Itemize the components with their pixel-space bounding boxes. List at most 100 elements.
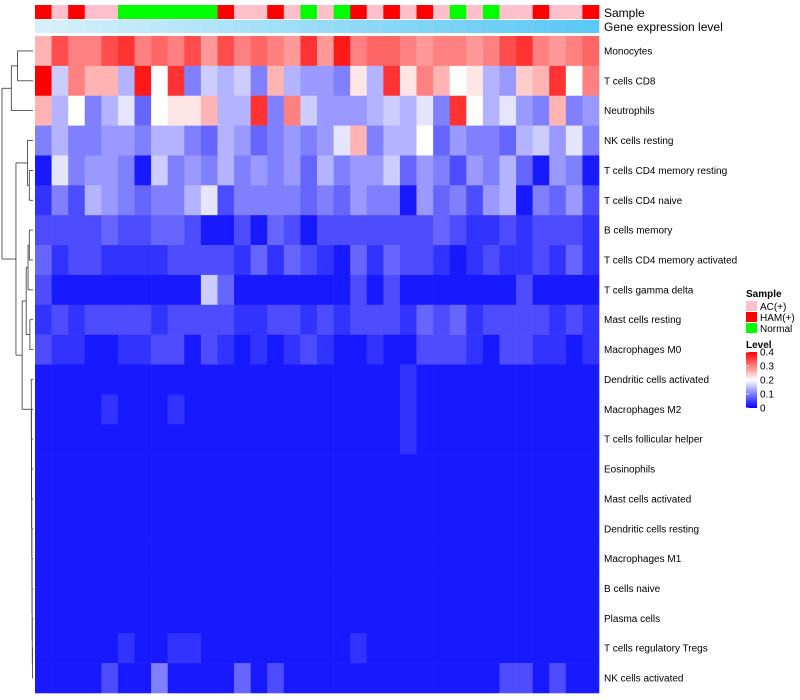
heatmap-cell <box>433 483 451 515</box>
heatmap-cell <box>267 633 285 664</box>
heatmap-cell <box>516 394 533 425</box>
heatmap-cell <box>333 274 351 306</box>
heatmap-cell <box>350 185 368 216</box>
heatmap-cell <box>532 95 550 126</box>
heatmap-cell <box>84 334 102 365</box>
heatmap-cell <box>499 36 517 67</box>
heatmap-cell <box>582 633 600 664</box>
heatmap-cell <box>167 245 185 276</box>
heatmap-cell <box>399 364 417 395</box>
heatmap-cell <box>267 155 285 186</box>
heatmap-cell <box>317 185 334 216</box>
heatmap-cell <box>101 394 119 425</box>
legend-label: HAM(+) <box>760 313 795 324</box>
heatmap-cell <box>516 95 533 126</box>
heatmap-cell <box>383 125 401 156</box>
sample-cell <box>549 5 567 19</box>
row-label: Mast cells activated <box>604 494 691 505</box>
heatmap-cell <box>117 274 135 306</box>
legend-swatch <box>746 323 757 333</box>
heatmap-cell <box>499 95 517 126</box>
heatmap-cell <box>134 394 152 425</box>
heatmap-cell <box>449 573 467 604</box>
heatmap-cell <box>117 663 135 694</box>
heatmap-cell <box>416 36 434 67</box>
heatmap-cell <box>300 185 318 216</box>
heatmap-cell <box>300 155 318 186</box>
heatmap-cell <box>217 36 235 67</box>
heatmap-cell <box>234 394 251 425</box>
heatmap-cell <box>250 125 268 156</box>
heatmap-cell <box>416 454 434 485</box>
heatmap-cell <box>217 633 235 664</box>
heatmap-cell <box>217 454 235 485</box>
sample-cell <box>35 5 52 19</box>
heatmap-cell <box>184 245 202 276</box>
heatmap-cell <box>317 394 334 425</box>
heatmap-cell <box>68 394 86 425</box>
heatmap-cell <box>51 36 69 67</box>
expression-track-cell <box>433 20 451 33</box>
heatmap-cell <box>516 215 533 246</box>
heatmap-cell <box>217 304 235 335</box>
heatmap-cell <box>549 483 567 515</box>
heatmap-cell <box>549 364 567 395</box>
heatmap-cell <box>250 543 268 574</box>
heatmap-cell <box>582 334 600 365</box>
heatmap-cell <box>300 513 318 544</box>
row-label: B cells memory <box>604 226 672 237</box>
heatmap-cell <box>317 513 334 544</box>
heatmap-cell <box>549 573 567 604</box>
heatmap-cell <box>549 513 567 544</box>
heatmap-cell <box>101 304 119 335</box>
heatmap-cell <box>499 603 517 634</box>
expression-track-cell <box>84 20 102 33</box>
heatmap-cell <box>582 454 600 485</box>
heatmap-cell <box>366 543 384 574</box>
heatmap-cell <box>317 155 334 186</box>
heatmap-cell <box>234 245 251 276</box>
heatmap-cell <box>416 603 434 634</box>
heatmap-cell <box>35 185 52 216</box>
heatmap-cell <box>151 663 169 694</box>
heatmap-cell <box>482 603 500 634</box>
heatmap-cell <box>283 633 301 664</box>
heatmap-cell <box>449 603 467 634</box>
sample-cell <box>350 5 368 19</box>
heatmap-cell <box>499 483 517 515</box>
heatmap-cell <box>499 334 517 365</box>
heatmap-cell <box>35 603 52 634</box>
heatmap-cell <box>383 543 401 574</box>
heatmap-cell <box>449 394 467 425</box>
heatmap-cell <box>217 513 235 544</box>
heatmap-cell <box>250 364 268 395</box>
heatmap-cell <box>217 155 235 186</box>
sample-cell <box>383 5 401 19</box>
heatmap-cell <box>482 573 500 604</box>
heatmap-cell <box>549 304 567 335</box>
heatmap-cell <box>200 36 218 67</box>
legend-label: Normal <box>760 324 792 335</box>
heatmap-cell <box>167 95 185 126</box>
heatmap-cell <box>200 603 218 634</box>
heatmap-cell <box>51 65 69 97</box>
legend-swatch <box>746 312 757 322</box>
heatmap-cell <box>151 245 169 276</box>
row-label: T cells gamma delta <box>604 285 694 296</box>
heatmap-cell <box>333 663 351 694</box>
heatmap-cell <box>449 125 467 156</box>
heatmap-cell <box>68 454 86 485</box>
sample-cell <box>84 5 102 19</box>
heatmap-cell <box>449 95 467 126</box>
heatmap-cell <box>267 424 285 455</box>
heatmap-cell <box>300 334 318 365</box>
heatmap-cell <box>549 215 567 246</box>
heatmap-cell <box>499 633 517 664</box>
heatmap-cell <box>51 364 69 395</box>
heatmap-cell <box>151 513 169 544</box>
heatmap-cell <box>399 633 417 664</box>
heatmap-cell <box>51 663 69 694</box>
heatmap-cell <box>482 454 500 485</box>
legend-tick-label: 0 <box>760 404 766 415</box>
expression-track-cell <box>549 20 567 33</box>
